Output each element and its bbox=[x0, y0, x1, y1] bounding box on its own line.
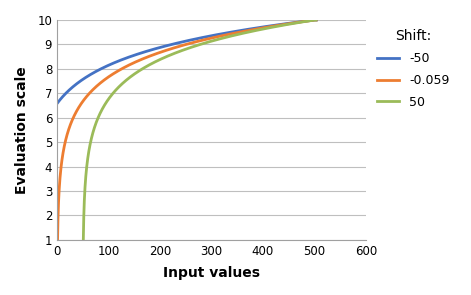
-50 bbox=[189, 38, 195, 42]
Y-axis label: Evaluation scale: Evaluation scale bbox=[15, 66, 29, 194]
X-axis label: Input values: Input values bbox=[163, 266, 260, 280]
-0.059 bbox=[55, 238, 60, 242]
50 bbox=[257, 28, 262, 32]
50 bbox=[104, 100, 109, 104]
Line: 50: 50 bbox=[83, 20, 316, 240]
-50 bbox=[29, 238, 35, 242]
-0.059 bbox=[312, 18, 317, 22]
-0.059 bbox=[214, 35, 220, 39]
50 bbox=[313, 18, 319, 22]
-50 bbox=[69, 86, 74, 89]
-50 bbox=[69, 86, 74, 90]
-50 bbox=[311, 18, 317, 22]
Legend: -50, -0.059, 50: -50, -0.059, 50 bbox=[372, 24, 455, 114]
-50 bbox=[314, 18, 319, 22]
50 bbox=[312, 18, 317, 22]
50 bbox=[292, 22, 298, 25]
50 bbox=[103, 101, 108, 105]
50 bbox=[112, 90, 117, 94]
50 bbox=[185, 47, 191, 50]
-50 bbox=[89, 72, 94, 76]
-50 bbox=[295, 20, 301, 24]
-0.059 bbox=[200, 38, 205, 42]
-0.059 bbox=[226, 32, 232, 36]
50 bbox=[81, 238, 86, 242]
-0.059 bbox=[257, 27, 263, 30]
Line: -0.059: -0.059 bbox=[57, 20, 316, 240]
-0.059 bbox=[228, 32, 234, 35]
Line: -50: -50 bbox=[32, 20, 317, 240]
-0.059 bbox=[124, 64, 130, 68]
-50 bbox=[240, 28, 246, 32]
-0.059 bbox=[313, 18, 319, 22]
